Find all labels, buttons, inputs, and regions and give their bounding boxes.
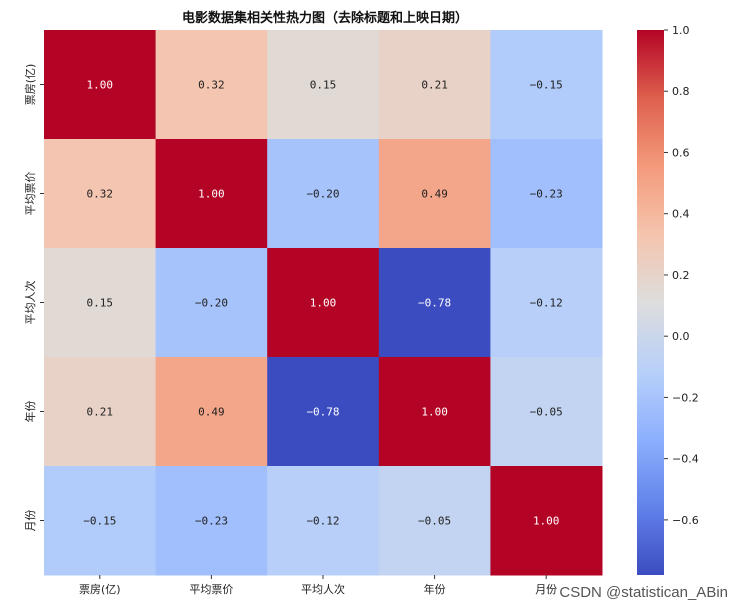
y-tick-label-4: 月份 xyxy=(24,510,37,532)
colorbar-tick-label-8: −0.6 xyxy=(672,514,699,527)
heatmap-cell-label-2-0: 0.15 xyxy=(87,297,114,310)
x-tick-label-1: 平均票价 xyxy=(189,583,233,596)
heatmap-cell-label-0-3: 0.21 xyxy=(421,79,448,92)
heatmap-cell-3-0 xyxy=(44,357,157,467)
y-tick-label-2: 平均人次 xyxy=(23,281,37,325)
heatmap-cell-label-3-0: 0.21 xyxy=(87,406,114,419)
heatmap-cell-label-3-4: −0.05 xyxy=(530,406,563,419)
heatmap-cell-1-0 xyxy=(44,139,157,249)
heatmap-cell-label-0-4: −0.15 xyxy=(530,79,563,92)
colorbar-tick-label-3: 0.4 xyxy=(672,208,690,221)
watermark-text: CSDN @statistican_ABin xyxy=(559,584,728,601)
x-axis-ticks: 票房(亿) 平均票价 平均人次 年份 月份 xyxy=(79,575,557,596)
heatmap-cell-label-1-4: −0.23 xyxy=(530,188,563,201)
heatmap-cell-3-3 xyxy=(378,357,491,467)
heatmap-cell-4-2 xyxy=(267,466,380,576)
colorbar-tick-label-1: 0.8 xyxy=(672,85,690,98)
colorbar-gradient xyxy=(637,30,664,575)
heatmap-cell-1-2 xyxy=(267,139,380,249)
heatmap-cell-label-2-1: −0.20 xyxy=(195,297,228,310)
heatmap-cell-label-4-3: −0.05 xyxy=(418,515,451,528)
y-tick-label-1: 平均票价 xyxy=(24,172,37,216)
heatmap-cell-4-0 xyxy=(44,466,157,576)
heatmap-cell-2-2 xyxy=(267,248,380,358)
x-tick-label-3: 年份 xyxy=(424,582,446,596)
heatmap-cells: 1.00 0.32 0.15 0.21 −0.15 0.32 1.00 −0.20 0.49 −0… xyxy=(44,30,603,576)
heatmap-cell-3-1 xyxy=(155,357,268,467)
x-tick-label-4: 月份 xyxy=(535,583,557,596)
heatmap-cell-0-2 xyxy=(267,30,380,140)
heatmap-cell-label-4-0: −0.15 xyxy=(83,515,116,528)
heatmap-cell-0-3 xyxy=(378,30,491,140)
heatmap-cell-3-2 xyxy=(267,357,380,467)
heatmap-cell-0-1 xyxy=(155,30,268,140)
heatmap-cell-label-0-0: 1.00 xyxy=(87,79,114,92)
colorbar-tick-label-5: 0.0 xyxy=(672,330,690,343)
chart-title: 电影数据集相关性热力图（去除标题和上映日期） xyxy=(182,10,468,26)
heatmap-cell-label-3-1: 0.49 xyxy=(198,406,225,419)
heatmap-cell-label-4-2: −0.12 xyxy=(306,515,339,528)
heatmap-cell-label-4-1: −0.23 xyxy=(195,515,228,528)
x-tick-label-2: 平均人次 xyxy=(301,582,345,596)
heatmap-cell-2-3 xyxy=(378,248,491,358)
heatmap-cell-3-4 xyxy=(490,357,603,467)
heatmap-cell-2-1 xyxy=(155,248,268,358)
colorbar-tick-label-7: −0.4 xyxy=(672,453,699,466)
colorbar-tick-label-0: 1.0 xyxy=(672,24,690,37)
heatmap-cell-4-4 xyxy=(490,466,603,576)
heatmap-cell-label-3-2: −0.78 xyxy=(306,406,339,419)
heatmap-cell-label-0-1: 0.32 xyxy=(198,79,225,92)
heatmap-cell-1-4 xyxy=(490,139,603,249)
colorbar: 1.0 0.8 0.6 0.4 0.2 0.0 −0.2 −0.4 −0.6 xyxy=(637,24,699,575)
heatmap-cell-label-2-4: −0.12 xyxy=(530,297,563,310)
heatmap-cell-4-1 xyxy=(155,466,268,576)
heatmap-cell-2-4 xyxy=(490,248,603,358)
heatmap-cell-4-3 xyxy=(378,466,491,576)
heatmap-cell-label-1-3: 0.49 xyxy=(421,188,448,201)
heatmap-cell-label-1-2: −0.20 xyxy=(306,188,339,201)
heatmap-cell-label-0-2: 0.15 xyxy=(310,79,337,92)
colorbar-tick-label-6: −0.2 xyxy=(672,391,699,404)
heatmap-cell-label-1-0: 0.32 xyxy=(87,188,114,201)
heatmap-cell-1-3 xyxy=(378,139,491,249)
colorbar-tick-label-2: 0.6 xyxy=(672,146,690,159)
heatmap-cell-0-0 xyxy=(44,30,157,140)
heatmap-cell-label-2-3: −0.78 xyxy=(418,297,451,310)
heatmap-cell-label-4-4: 1.00 xyxy=(533,515,560,528)
y-tick-label-3: 年份 xyxy=(23,401,37,423)
heatmap-cell-label-1-1: 1.00 xyxy=(198,188,225,201)
x-tick-label-0: 票房(亿) xyxy=(79,583,121,596)
heatmap-cell-1-1 xyxy=(155,139,268,249)
heatmap-cell-2-0 xyxy=(44,248,157,358)
y-tick-label-0: 票房(亿) xyxy=(24,64,37,106)
heatmap-cell-label-3-3: 1.00 xyxy=(421,406,448,419)
heatmap-cell-0-4 xyxy=(490,30,603,140)
heatmap-cell-label-2-2: 1.00 xyxy=(310,297,337,310)
colorbar-tick-label-4: 0.2 xyxy=(672,269,690,282)
